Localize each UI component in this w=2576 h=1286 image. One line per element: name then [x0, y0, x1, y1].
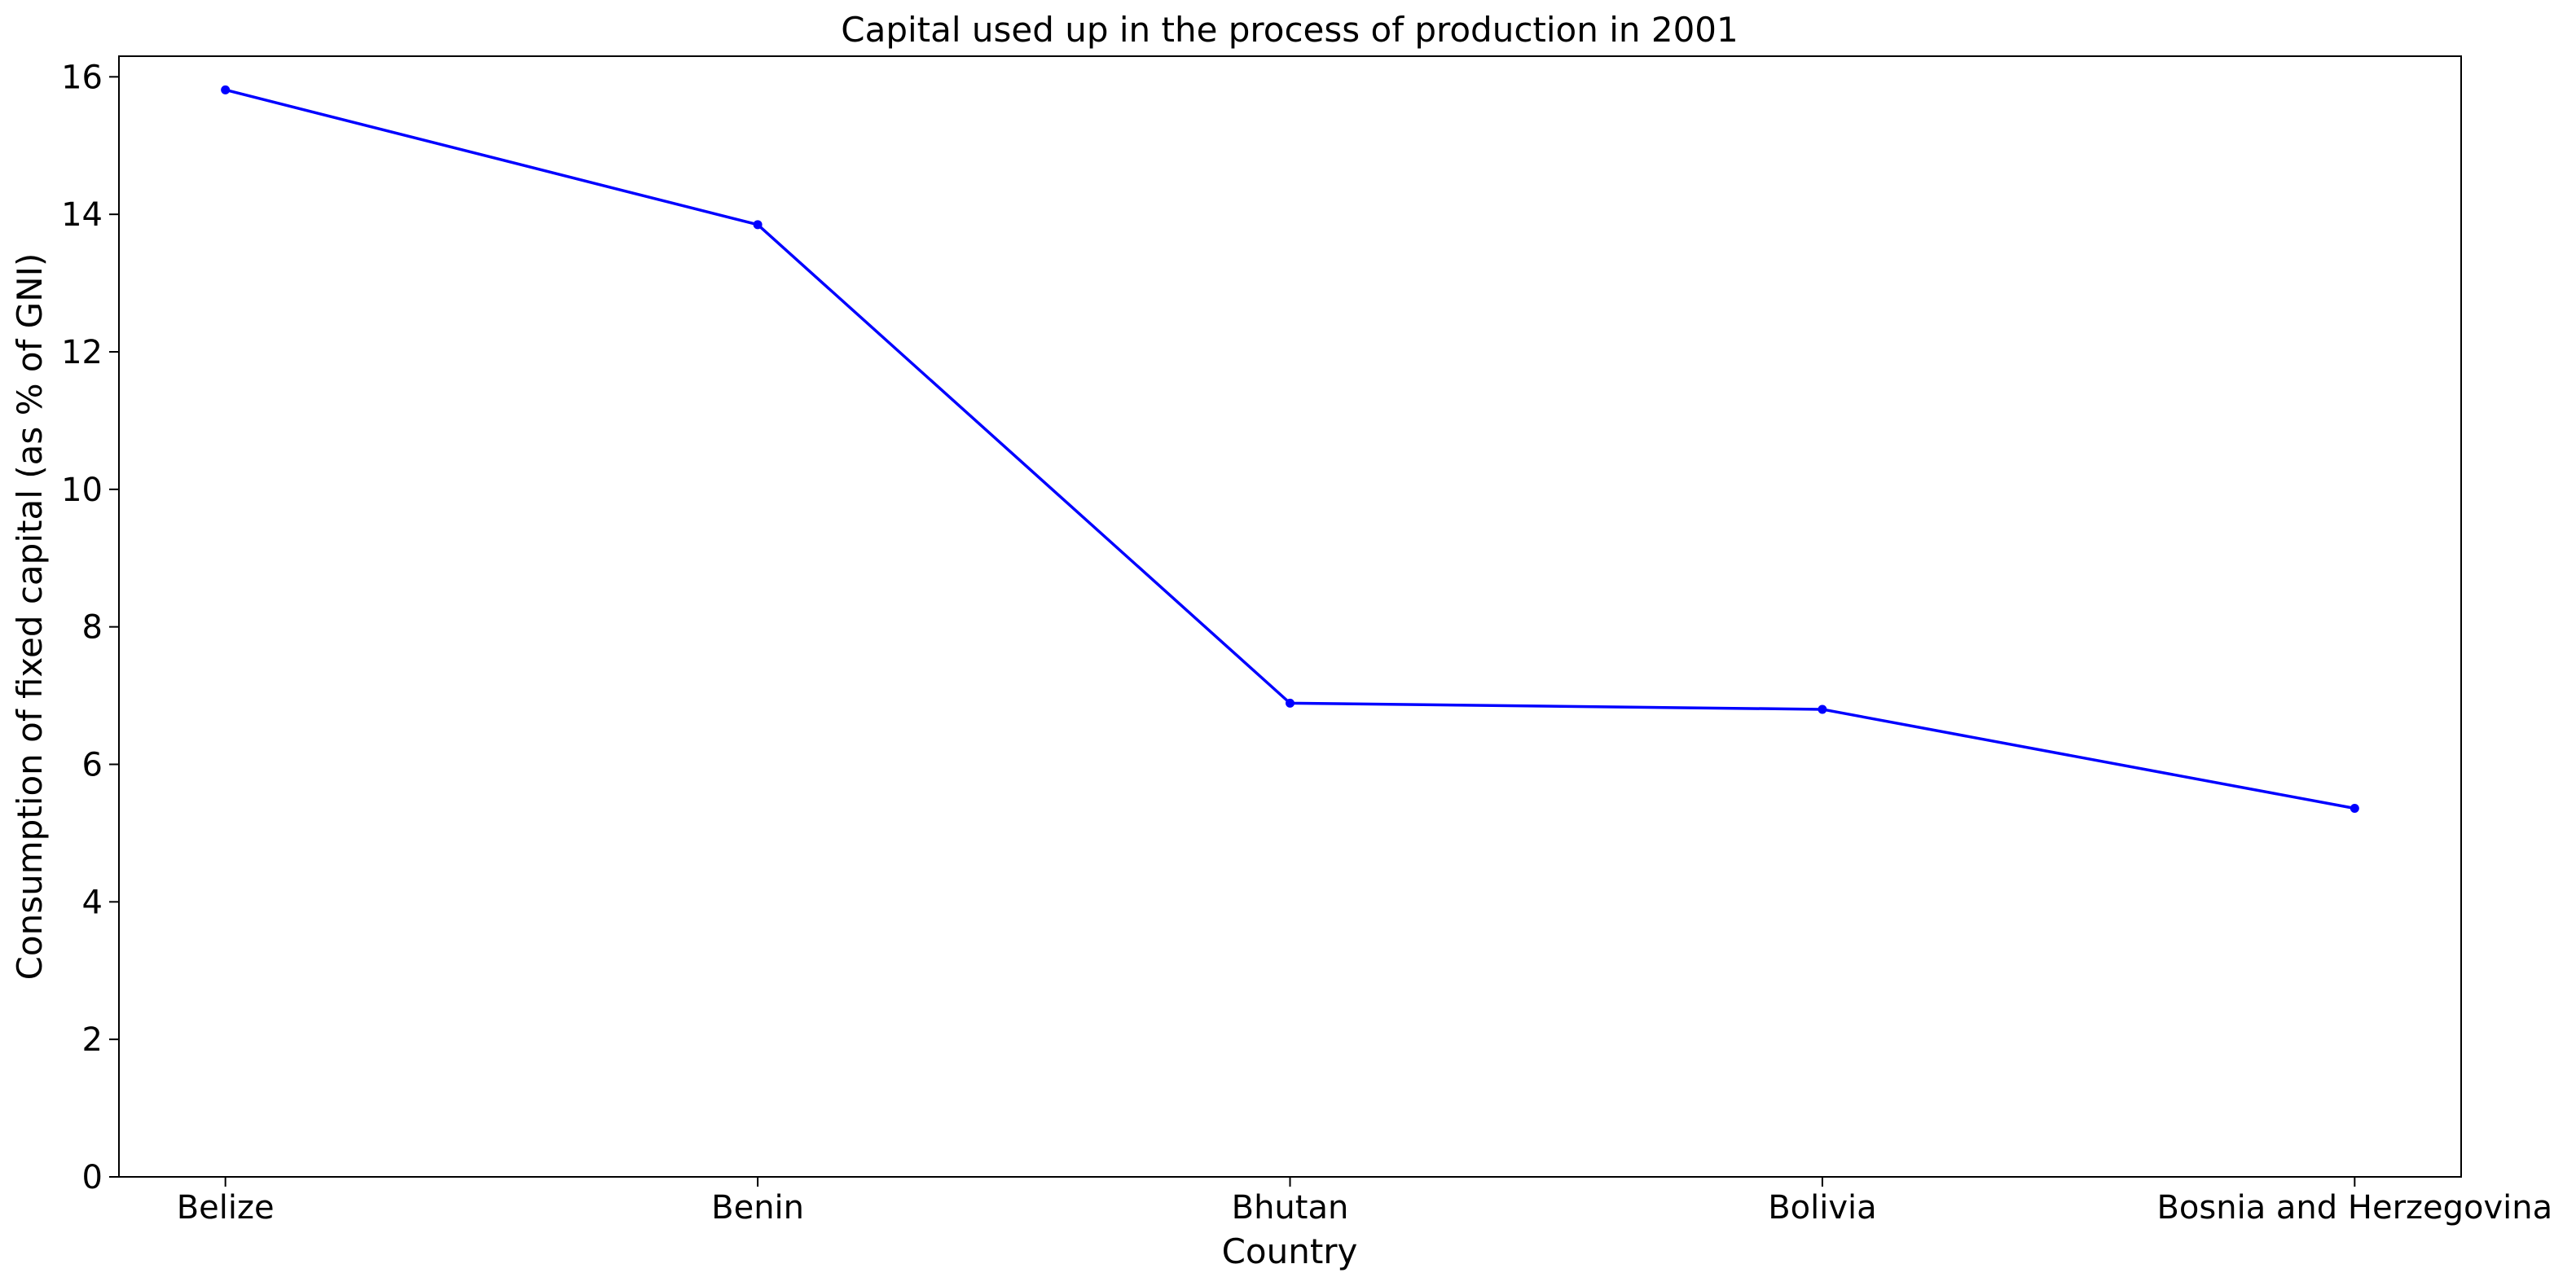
x-tick-label: Bosnia and Herzegovina	[2156, 1189, 2552, 1227]
y-tick-label: 6	[82, 746, 103, 783]
y-tick-label: 2	[82, 1021, 103, 1059]
x-tick-label: Benin	[711, 1189, 804, 1227]
data-point-bolivia	[1818, 704, 1827, 714]
data-point-belize	[221, 85, 231, 94]
y-tick-label: 14	[61, 196, 103, 234]
x-tick-label: Bhutan	[1232, 1189, 1349, 1227]
y-tick-label: 8	[82, 609, 103, 647]
y-tick-label: 12	[61, 334, 103, 371]
y-tick-label: 16	[61, 59, 103, 96]
data-point-bhutan	[1286, 698, 1295, 708]
data-point-benin	[753, 220, 763, 230]
y-tick-label: 10	[61, 472, 103, 509]
x-axis-label: Country	[1222, 1231, 1358, 1271]
series-layer	[221, 85, 2359, 814]
y-axis-ticks: 0 2 4 6 8 10 12 14 16	[61, 59, 119, 1196]
x-tick-label: Bolivia	[1768, 1189, 1876, 1227]
data-point-bosnia-and-herzegovina	[2350, 804, 2359, 814]
plot-area-frame	[118, 55, 2462, 1178]
chart-title: Capital used up in the process of produc…	[841, 10, 1739, 50]
y-axis-label: Consumption of fixed capital (as % of GN…	[10, 253, 50, 981]
x-tick-label: Belize	[177, 1189, 275, 1227]
x-axis-ticks: Belize Benin Bhutan Bolivia Bosnia and Herze…	[177, 1177, 2552, 1227]
y-tick-label: 4	[82, 884, 103, 921]
y-tick-label: 0	[82, 1159, 103, 1196]
